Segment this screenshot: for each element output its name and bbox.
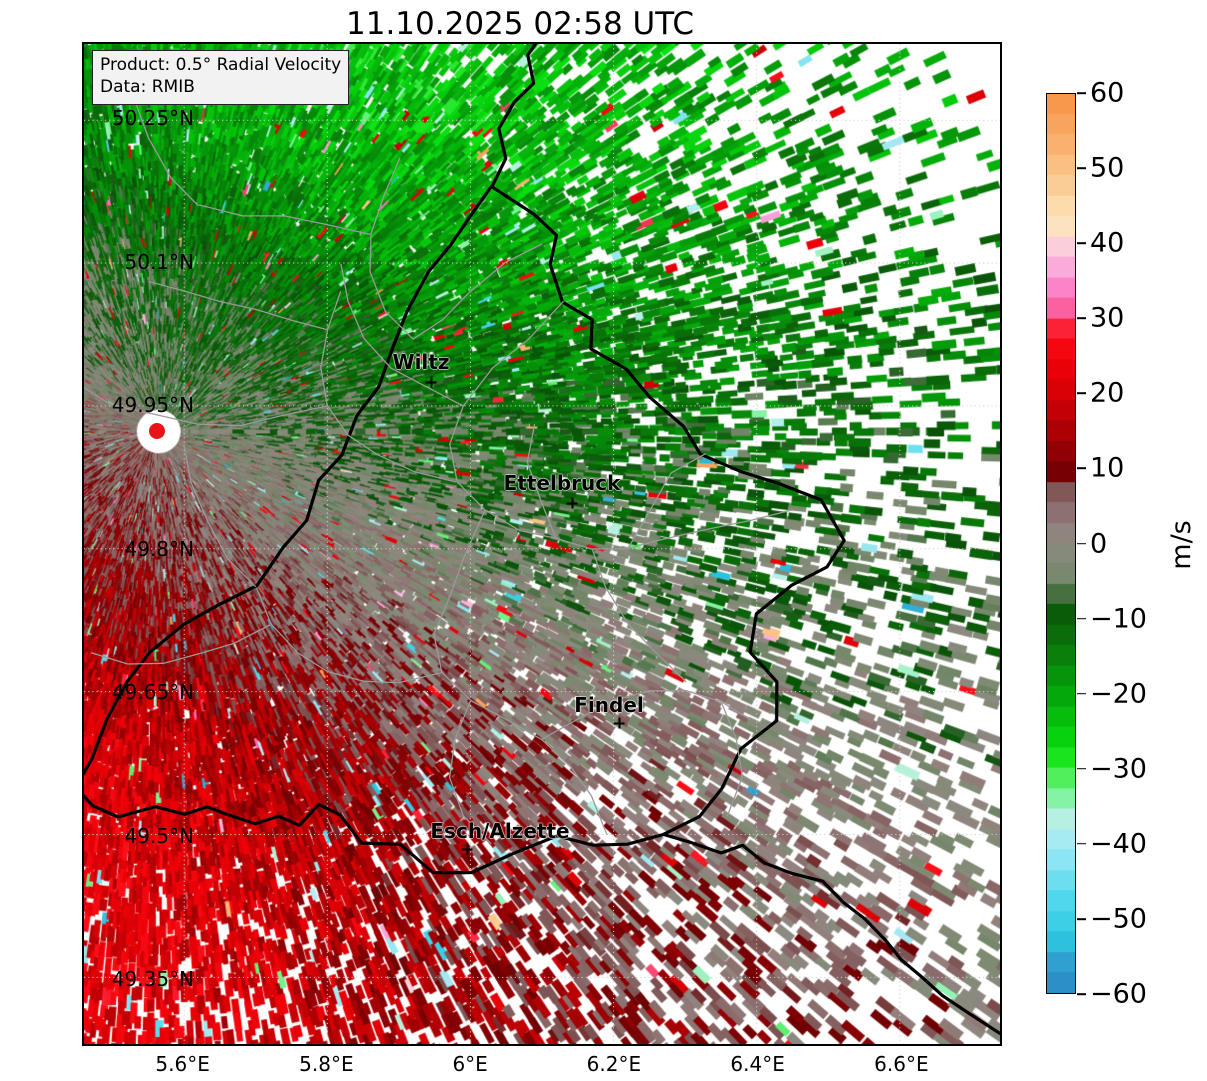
country-border-north: [490, 44, 538, 189]
colorbar-tick-label: 20: [1090, 377, 1125, 409]
colorbar-tick-label: −60: [1090, 978, 1147, 1010]
radar-site-marker-icon: [149, 423, 165, 439]
map-plot-area[interactable]: [82, 42, 1002, 1046]
y-tick-label: 49.35°N: [111, 967, 194, 992]
y-tick-label: 49.95°N: [111, 393, 194, 418]
colorbar-gradient: [1047, 94, 1075, 993]
colorbar-tick-label: 40: [1090, 227, 1125, 259]
colorbar-tick-mark: [1077, 692, 1086, 695]
colorbar-tick-mark: [1077, 392, 1086, 395]
y-tick-label: 49.5°N: [124, 823, 195, 848]
colorbar-tick-label: −10: [1090, 603, 1147, 635]
colorbar-tick-label: 0: [1090, 528, 1108, 559]
colorbar-tick-mark: [1077, 993, 1086, 995]
colorbar-tick-mark: [1077, 242, 1086, 244]
colorbar-tick-label: −20: [1090, 678, 1147, 710]
colorbar-tick-mark: [1077, 617, 1086, 620]
colorbar-tick-mark: [1077, 317, 1086, 320]
y-tick-label: 49.65°N: [111, 680, 194, 705]
radar-reflectivity-layer: [84, 44, 1000, 1044]
colorbar-tick-mark: [1077, 767, 1086, 770]
y-tick-label: 50.1°N: [124, 249, 195, 274]
colorbar-tick-label: 60: [1090, 77, 1125, 109]
x-tick-label: 6.2°E: [586, 1052, 642, 1076]
data-source-line: Data: RMIB: [100, 76, 195, 97]
colorbar-tick-mark: [1077, 918, 1086, 920]
colorbar-tick-mark: [1077, 167, 1086, 169]
x-tick-label: 6°E: [452, 1052, 488, 1076]
colorbar-tick-label: 30: [1090, 302, 1125, 334]
y-tick-label: 50.25°N: [111, 106, 194, 131]
colorbar-tick-mark: [1077, 542, 1086, 545]
colorbar-tick-mark: [1077, 467, 1086, 470]
map-gridlines: [84, 44, 1000, 1044]
product-info-box: Product: 0.5° Radial Velocity Data: RMIB: [92, 50, 350, 105]
x-tick-label: 5.8°E: [299, 1052, 354, 1076]
colorbar-tick-label: 50: [1090, 152, 1125, 184]
x-tick-label: 6.6°E: [874, 1052, 929, 1076]
x-tick-label: 5.6°E: [155, 1052, 210, 1076]
page-title: 11.10.2025 02:58 UTC: [346, 6, 694, 42]
y-tick-label: 49.8°N: [124, 536, 195, 561]
country-border-southeast: [662, 832, 1000, 1036]
colorbar-tick-label: −50: [1090, 903, 1147, 935]
colorbar: [1046, 93, 1076, 994]
colorbar-tick-label: −40: [1090, 828, 1147, 860]
product-line: Product: 0.5° Radial Velocity: [100, 55, 342, 75]
administrative-boundaries: [84, 100, 793, 845]
colorbar-tick-mark: [1077, 843, 1086, 845]
colorbar-unit-label: m/s: [1166, 520, 1198, 570]
map-borders-layer: [84, 44, 1000, 1044]
x-tick-label: 6.4°E: [730, 1052, 785, 1076]
colorbar-tick-mark: [1077, 92, 1086, 94]
colorbar-tick-label: 10: [1090, 452, 1125, 484]
colorbar-tick-label: −30: [1090, 753, 1147, 785]
country-border-luxembourg: [84, 184, 846, 875]
